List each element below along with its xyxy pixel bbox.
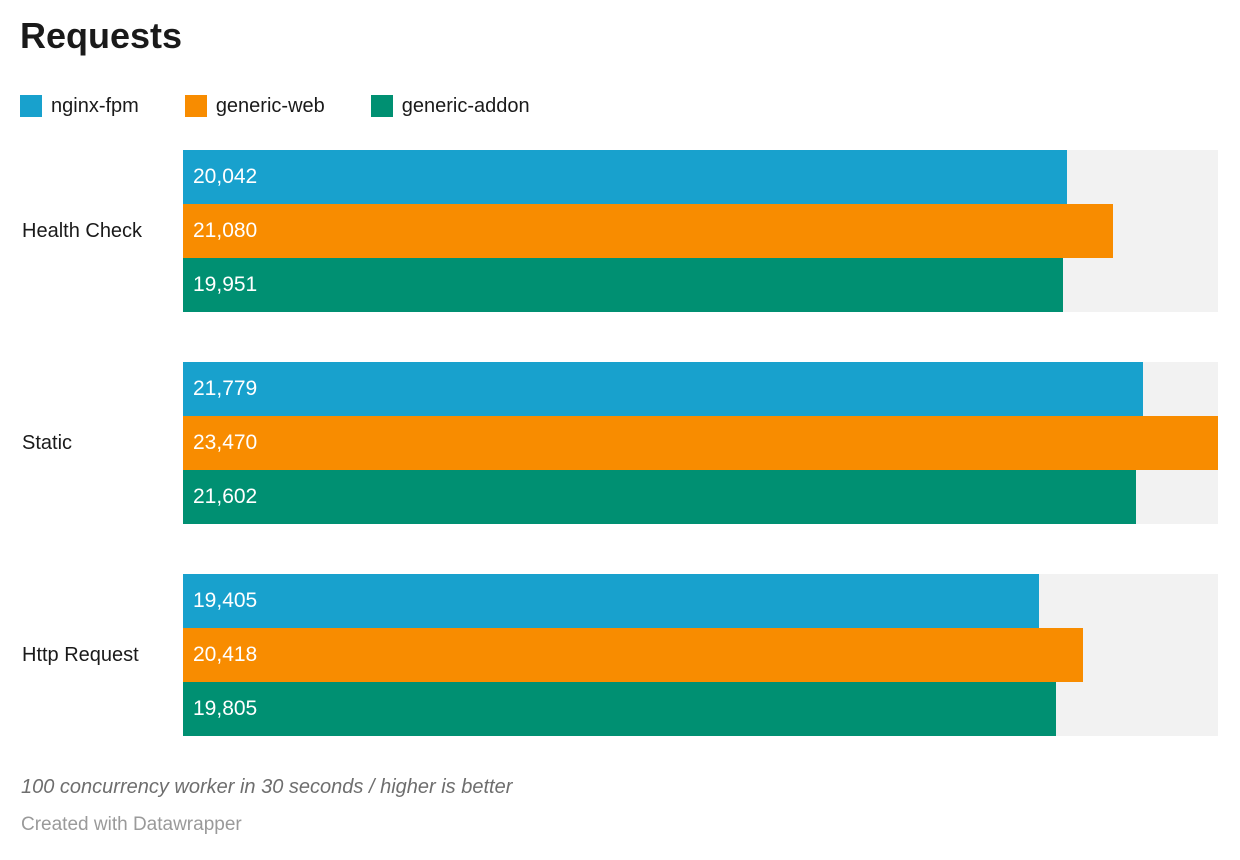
legend-swatch-blue <box>20 95 42 117</box>
bar-track: 21,602 <box>183 470 1218 524</box>
chart-title: Requests <box>20 15 183 56</box>
legend-item-generic-addon: generic-addon <box>370 95 530 117</box>
bar-track-stack: 21,779 23,470 21,602 <box>183 362 1218 524</box>
bar-generic-addon: 21,602 <box>183 470 1136 524</box>
bar-group: Http Request 19,405 20,418 19,805 <box>0 574 1240 736</box>
bar-track: 21,779 <box>183 362 1218 416</box>
bar-track: 20,418 <box>183 628 1218 682</box>
bar-value-label: 21,602 <box>193 485 258 508</box>
datawrapper-attribution-link[interactable]: Created with Datawrapper <box>21 814 242 835</box>
bar-value-label: 20,042 <box>193 165 258 188</box>
bar-group: Static 21,779 23,470 21,602 <box>0 362 1240 524</box>
bar-track: 20,042 <box>183 150 1218 204</box>
legend-item-nginx-fpm: nginx-fpm <box>20 95 139 117</box>
bar-value-label: 19,405 <box>193 589 258 612</box>
bar-nginx-fpm: 19,405 <box>183 574 1039 628</box>
bar-generic-addon: 19,951 <box>183 258 1063 312</box>
bar-group: Health Check 20,042 21,080 19,951 <box>0 150 1240 312</box>
bar-track-stack: 19,405 20,418 19,805 <box>183 574 1218 736</box>
legend-item-generic-web: generic-web <box>184 95 325 117</box>
bar-track: 19,405 <box>183 574 1218 628</box>
bar-track: 23,470 <box>183 416 1218 470</box>
category-label: Health Check <box>22 219 143 242</box>
category-label: Static <box>22 431 73 454</box>
bar-value-label: 19,805 <box>193 697 258 720</box>
bar-nginx-fpm: 21,779 <box>183 362 1144 416</box>
bar-value-label: 19,951 <box>193 273 258 296</box>
bar-track: 21,080 <box>183 204 1218 258</box>
chart-note: 100 concurrency worker in 30 seconds / h… <box>21 776 513 798</box>
legend-swatch-orange <box>184 95 207 117</box>
category-label: Http Request <box>22 643 139 666</box>
legend: nginx-fpm generic-web generic-addon <box>20 95 530 117</box>
bar-track: 19,805 <box>183 682 1218 736</box>
bar-generic-web: 21,080 <box>183 204 1113 258</box>
bar-value-label: 23,470 <box>193 431 258 454</box>
bar-generic-addon: 19,805 <box>183 682 1057 736</box>
legend-label: nginx-fpm <box>51 95 139 117</box>
bar-track: 19,951 <box>183 258 1218 312</box>
bar-value-label: 21,779 <box>193 377 258 400</box>
bar-track-stack: 20,042 21,080 19,951 <box>183 150 1218 312</box>
bar-value-label: 21,080 <box>193 219 258 242</box>
legend-swatch-green <box>370 95 393 117</box>
legend-label: generic-web <box>215 95 325 117</box>
bar-nginx-fpm: 20,042 <box>183 150 1067 204</box>
bar-chart: Health Check 20,042 21,080 19,951 Static 21,7… <box>0 150 1240 736</box>
bar-generic-web: 23,470 <box>183 416 1218 470</box>
legend-label: generic-addon <box>401 95 530 117</box>
bar-value-label: 20,418 <box>193 643 258 666</box>
bar-generic-web: 20,418 <box>183 628 1084 682</box>
